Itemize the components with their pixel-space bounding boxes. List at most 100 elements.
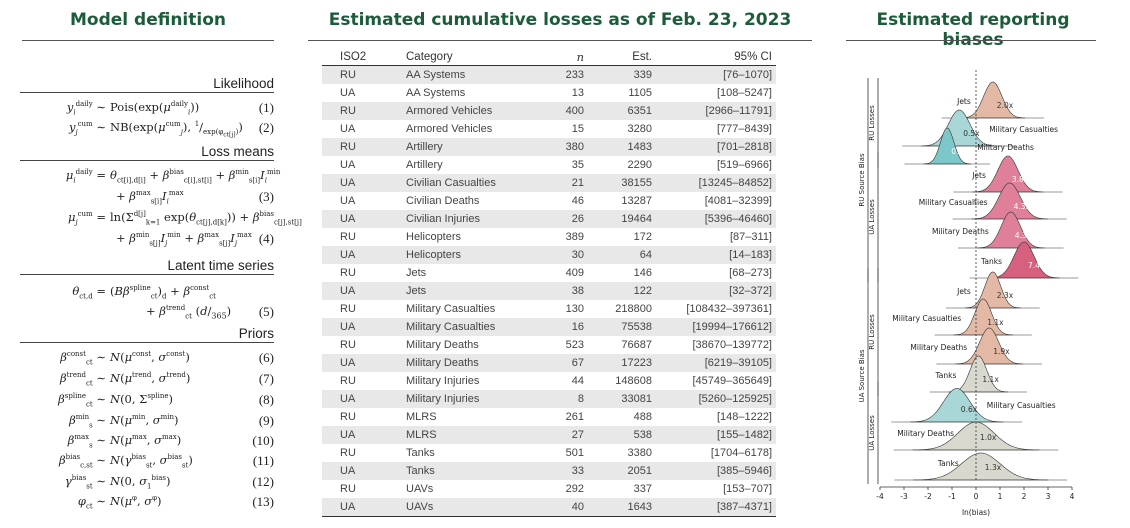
cell-est: 19464 — [588, 210, 656, 228]
ridge-chart-svg: 2.0x Jets 0.5x Military Casualties 0.3x Milit… — [858, 70, 1079, 517]
ridge-multiplier-g0-s0-r2: 0.3x — [951, 147, 968, 156]
table-row: UA Jets 38 122 [32–372] — [322, 282, 776, 300]
cell-ci: [385–5946] — [656, 462, 776, 480]
left-title-rule — [22, 40, 274, 41]
ridge-name-g0-s0-r1: Military Casualties — [989, 125, 1058, 134]
x-tick-label-7: 3 — [1046, 492, 1051, 501]
cell-iso2: RU — [340, 483, 356, 495]
cell-category: MLRS — [402, 426, 530, 444]
ridge-name-g1-s1-r0: Military Casualties — [987, 401, 1056, 410]
ridge-name-g0-s1-r3: Tanks — [980, 257, 1002, 266]
cell-iso2: RU — [322, 65, 402, 84]
table-row: RU AA Systems 233 339 [76–1070] — [322, 65, 776, 84]
ridge-density-g0-s1-r0 — [972, 155, 1044, 193]
table-row: UA UAVs 40 1643 [387–4371] — [322, 498, 776, 517]
section-likelihood: Likelihood — [20, 76, 274, 93]
cell-n: 380 — [530, 138, 588, 156]
table-row: UA Military Casualties 16 75538 [19994–17661… — [322, 318, 776, 336]
losses-table-panel: ISO2 Category n Est. 95% CI RU AA Systems… — [322, 48, 776, 517]
cell-ci: [45749–365649] — [692, 375, 772, 387]
cell-est: 172 — [633, 231, 652, 243]
cell-category: Military Casualties — [406, 303, 496, 315]
x-tick-label-0: -4 — [876, 492, 884, 501]
table-row: UA AA Systems 13 1105 [108–5247] — [322, 84, 776, 102]
table-row: RU Helicopters 389 172 [87–311] — [322, 228, 776, 246]
table-row: UA Civilian Deaths 46 13287 [4081–32399] — [322, 192, 776, 210]
cell-category: Helicopters — [402, 246, 530, 264]
cell-n: 400 — [530, 102, 588, 120]
cell-ci: [13245–84852] — [656, 174, 776, 192]
x-tick-label-2: -2 — [924, 492, 932, 501]
cell-category: Armored Vehicles — [406, 123, 493, 135]
cell-iso2: RU — [340, 303, 356, 315]
ridge-name-g1-s0-r0: Jets — [956, 287, 971, 296]
table-row: RU Tanks 501 3380 [1704–6178] — [322, 444, 776, 462]
table-row: UA MLRS 27 538 [155–1482] — [322, 426, 776, 444]
cell-ci: [153–707] — [723, 483, 772, 495]
reporting-bias-chart: 2.0x Jets 0.5x Military Casualties 0.3x Milit… — [846, 40, 1100, 523]
cell-ci: [2966–11791] — [656, 102, 776, 120]
cell-iso2: UA — [322, 354, 402, 372]
cell-category: Helicopters — [406, 231, 462, 243]
cell-ci: [5260–125925] — [656, 390, 776, 408]
ridge-multiplier-g0-s1-r0: 3.8x — [1012, 175, 1029, 184]
header-n: n — [576, 49, 584, 64]
cell-iso2: UA — [340, 159, 356, 171]
cell-est: 1105 — [628, 87, 652, 99]
group-label-1: UA Source Bias — [858, 349, 866, 402]
table-row: RU Artillery 380 1483 [701–2818] — [322, 138, 776, 156]
cell-est: 488 — [633, 411, 652, 423]
cell-n: 27 — [530, 426, 588, 444]
cell-est: 75538 — [588, 318, 656, 336]
ridge-density-g0-s1-r1 — [971, 182, 1048, 220]
cell-iso2: UA — [322, 426, 402, 444]
x-axis-label: ln(bias) — [962, 508, 990, 517]
cell-iso2: UA — [340, 195, 356, 207]
cell-ci: [32–372] — [656, 282, 776, 300]
table-header-row: ISO2 Category n Est. 95% CI — [322, 48, 776, 66]
table-row: RU Military Deaths 523 76687 [38670–139772] — [322, 336, 776, 354]
cell-est: 337 — [633, 483, 652, 495]
ridge-multiplier-g1-s0-r0: 2.3x — [997, 291, 1014, 300]
cell-iso2: UA — [322, 390, 402, 408]
subgroup-label-2: RU Losses — [868, 314, 876, 350]
cell-est: 2051 — [588, 462, 656, 480]
cell-iso2: RU — [340, 339, 356, 351]
left-panel-title: Model definition — [69, 10, 226, 30]
cell-est: 218800 — [615, 303, 652, 315]
ridge-density-g1-s0-r0 — [964, 271, 1021, 309]
cell-iso2: RU — [340, 267, 356, 279]
cell-ci: [38670–139772] — [692, 339, 772, 351]
cell-n: 389 — [565, 231, 584, 243]
cell-category: Jets — [402, 282, 530, 300]
section-loss-means: Loss means — [20, 144, 274, 161]
cell-category: UAVs — [406, 483, 434, 495]
cell-iso2: UA — [322, 318, 402, 336]
ridge-name-g1-s1-r1: Military Deaths — [897, 429, 954, 438]
ridge-name-g1-s0-r1: Military Casualties — [892, 314, 961, 323]
group-label-0: RU Source Bias — [858, 153, 866, 207]
table-row: UA Military Injuries 8 33081 [5260–125925] — [322, 390, 776, 408]
cell-category: Civilian Deaths — [406, 195, 480, 207]
table-row: UA Artillery 35 2290 [519–6966] — [322, 156, 776, 174]
cell-est: 1483 — [588, 138, 656, 156]
cell-iso2: RU — [340, 447, 356, 459]
cell-ci: [108432–397361] — [686, 303, 772, 315]
cell-iso2: RU — [340, 411, 356, 423]
table-row: RU Military Injuries 44 148608 [45749–365649… — [322, 372, 776, 390]
cell-category: Artillery — [406, 159, 443, 171]
cell-est: 3280 — [627, 123, 652, 135]
ridge-name-g1-s0-r2: Military Deaths — [910, 343, 967, 352]
ridge-density-g0-s1-r3 — [988, 241, 1060, 279]
ridge-multiplier-g0-s1-r3: 7.4x — [1028, 261, 1045, 270]
table-row: RU Armored Vehicles 400 6351 [2966–11791] — [322, 102, 776, 120]
cell-category: Armored Vehicles — [402, 102, 530, 120]
cell-category: Tanks — [406, 447, 435, 459]
table-row: UA Tanks 33 2051 [385–5946] — [322, 462, 776, 480]
cell-n: 15 — [571, 123, 584, 135]
table-row: UA Military Deaths 67 17223 [6219–39105] — [322, 354, 776, 372]
ridge-name-g0-s1-r2: Military Deaths — [932, 227, 989, 236]
cell-iso2: RU — [340, 231, 356, 243]
ridge-multiplier-g1-s0-r3: 1.1x — [982, 375, 999, 384]
cell-iso2: UA — [322, 498, 402, 517]
